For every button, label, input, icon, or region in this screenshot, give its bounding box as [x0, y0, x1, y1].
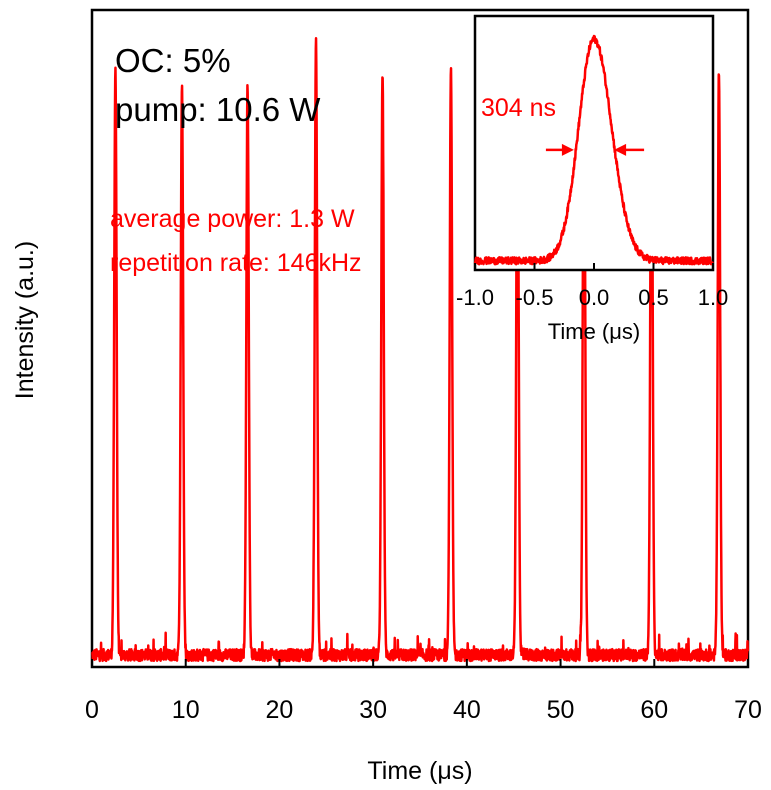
inset-x-ticks: -1.0 -0.5 0.0 0.5 1.0 [456, 263, 728, 310]
inset-x-tick-label: -0.5 [516, 285, 554, 310]
fwhm-arrows [545, 143, 645, 156]
main-x-tick-label: 50 [547, 696, 575, 724]
avg-power-annotation: average power: 1.3 W [110, 205, 355, 233]
main-plot-frame [90, 8, 750, 669]
oc-annotation: OC: 5% [115, 42, 231, 79]
main-x-tick-label: 10 [172, 696, 200, 724]
fwhm-arrow-left-head [561, 143, 574, 156]
fwhm-arrow-right-head [614, 143, 627, 156]
main-x-tick-label: 30 [359, 696, 387, 724]
main-y-axis-label: Intensity (a.u.) [11, 241, 39, 399]
inset-x-tick-label: 1.0 [698, 285, 729, 310]
inset-plot-frame [473, 14, 715, 272]
inset-x-tick-label: -1.0 [456, 285, 494, 310]
main-chart: 0 10 20 30 40 50 60 70 Time (μs) Intensity (a.u… [11, 8, 762, 785]
pulse-width-label: 304 ns [481, 94, 556, 122]
inset-chart: -1.0 -0.5 0.0 0.5 1.0 Time (μs) 304 ns [456, 14, 728, 344]
main-x-axis-label: Time (μs) [367, 757, 472, 785]
main-pulse-train-trace [91, 36, 750, 663]
main-x-tick-label: 20 [266, 696, 294, 724]
pump-annotation: pump: 10.6 W [115, 91, 321, 128]
inset-x-tick-label: 0.5 [638, 285, 669, 310]
main-x-ticks: 0 10 20 30 40 50 60 70 [85, 659, 762, 724]
inset-pulse-trace [473, 34, 715, 266]
main-x-tick-label: 0 [85, 696, 99, 724]
main-x-tick-label: 60 [640, 696, 668, 724]
inset-x-tick-label: 0.0 [579, 285, 610, 310]
main-x-tick-label: 40 [453, 696, 481, 724]
inset-x-axis-label: Time (μs) [548, 319, 641, 344]
rep-rate-annotation: repetition rate: 146kHz [110, 249, 362, 277]
main-x-tick-label: 70 [734, 696, 762, 724]
